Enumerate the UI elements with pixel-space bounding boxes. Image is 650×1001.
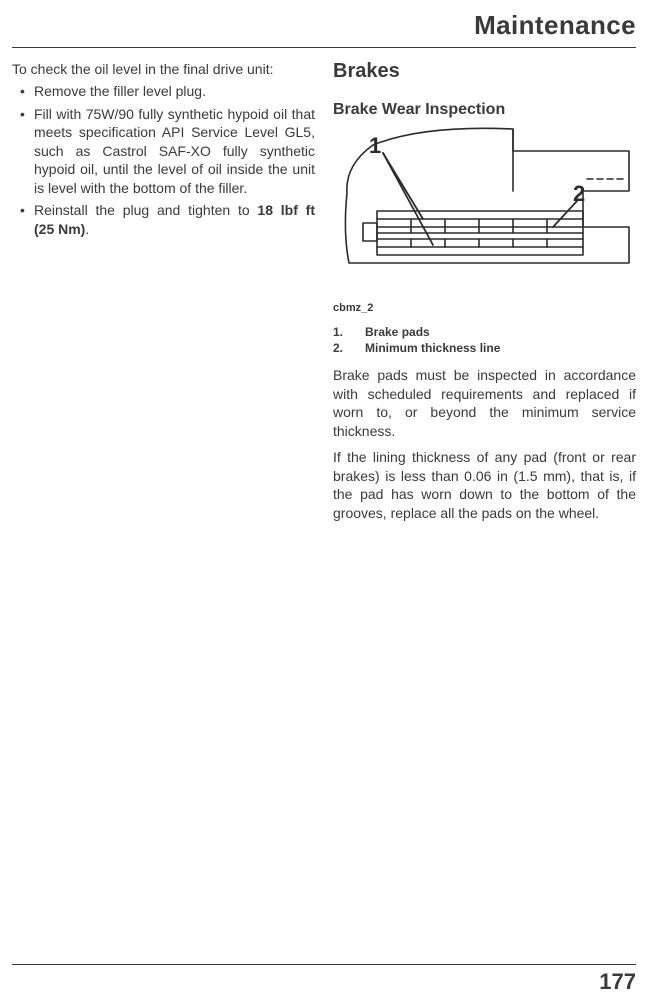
left-column: To check the oil level in the final driv… xyxy=(12,60,315,530)
legend-label: Brake pads xyxy=(365,324,430,340)
legend-num: 1. xyxy=(333,324,365,340)
legend-label: Minimum thickness line xyxy=(365,340,500,356)
right-heading: Brakes xyxy=(333,60,636,83)
legend-num: 2. xyxy=(333,340,365,356)
right-column: Brakes Brake Wear Inspection xyxy=(333,60,636,530)
diagram-label-1: 1 xyxy=(369,133,381,158)
diagram-legend: 1. Brake pads 2. Minimum thickness line xyxy=(333,324,636,356)
right-subheading: Brake Wear Inspection xyxy=(333,101,636,119)
content-columns: To check the oil level in the final driv… xyxy=(12,60,636,530)
left-bullet-list: Remove the filler level plug. Fill with … xyxy=(12,82,315,238)
bullet-text-post: . xyxy=(85,221,89,237)
left-lead: To check the oil level in the final driv… xyxy=(12,60,315,78)
page-number: 177 xyxy=(599,969,636,995)
section-title: Maintenance xyxy=(12,10,636,41)
diagram-label-2: 2 xyxy=(573,181,585,206)
bullet-item: Fill with 75W/90 fully synthetic hypoid … xyxy=(34,105,315,197)
legend-row: 1. Brake pads xyxy=(333,324,636,340)
footer-rule xyxy=(12,964,636,965)
legend-row: 2. Minimum thickness line xyxy=(333,340,636,356)
diagram-caption: cbmz_2 xyxy=(333,302,636,314)
bullet-text-pre: Reinstall the plug and tighten to xyxy=(34,202,257,218)
brake-diagram: 1 2 xyxy=(333,123,636,296)
brake-diagram-svg: 1 2 xyxy=(333,123,633,293)
right-para: Brake pads must be inspected in accordan… xyxy=(333,366,636,440)
header-rule xyxy=(12,47,636,48)
bullet-item: Remove the filler level plug. xyxy=(34,82,315,100)
right-para: If the lining thickness of any pad (fron… xyxy=(333,448,636,522)
bullet-item: Reinstall the plug and tighten to 18 lbf… xyxy=(34,201,315,238)
